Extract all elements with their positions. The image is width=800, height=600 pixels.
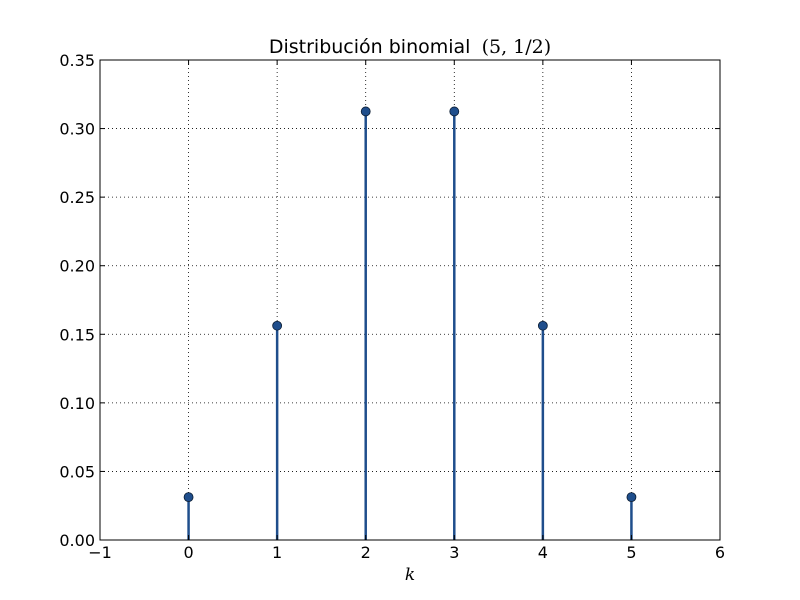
x-tick-label: 1 xyxy=(272,543,282,562)
chart-title: Distribución binomial (5, 1/2) xyxy=(269,36,551,58)
tick-labels: −1 0 1 2 3 4 5 6 0.00 0.05 0.10 0.15 0.20 0.25 0.30 0.3… xyxy=(59,51,725,562)
x-tick-label: 2 xyxy=(361,543,371,562)
x-axis-label: k xyxy=(405,565,415,585)
chart-title-math: (5, 1/2) xyxy=(482,36,552,58)
y-tick-label: 0.25 xyxy=(59,188,95,207)
y-tick-label: 0.00 xyxy=(59,531,95,550)
x-tick-label: 5 xyxy=(626,543,636,562)
x-tick-label: −1 xyxy=(88,543,112,562)
y-tick-label: 0.35 xyxy=(59,51,95,70)
y-tick-label: 0.15 xyxy=(59,325,95,344)
y-tick-label: 0.05 xyxy=(59,462,95,481)
grid xyxy=(100,60,720,540)
axis-ticks xyxy=(99,59,721,541)
plot-area-frame xyxy=(99,59,721,541)
chart-title-text: Distribución binomial xyxy=(269,36,471,58)
x-tick-label: 3 xyxy=(449,543,459,562)
y-tick-label: 0.30 xyxy=(59,120,95,139)
stem-marker xyxy=(449,106,460,117)
x-tick-label: 6 xyxy=(715,543,725,562)
y-tick-label: 0.10 xyxy=(59,394,95,413)
x-tick-label: 0 xyxy=(183,543,193,562)
stem-series xyxy=(183,106,637,540)
stem-marker xyxy=(183,492,194,503)
stem-marker xyxy=(360,106,371,117)
y-tick-label: 0.20 xyxy=(59,257,95,276)
stem-marker xyxy=(626,492,637,503)
x-tick-label: 4 xyxy=(538,543,548,562)
stem-marker xyxy=(537,320,548,331)
stem-marker xyxy=(272,320,283,331)
